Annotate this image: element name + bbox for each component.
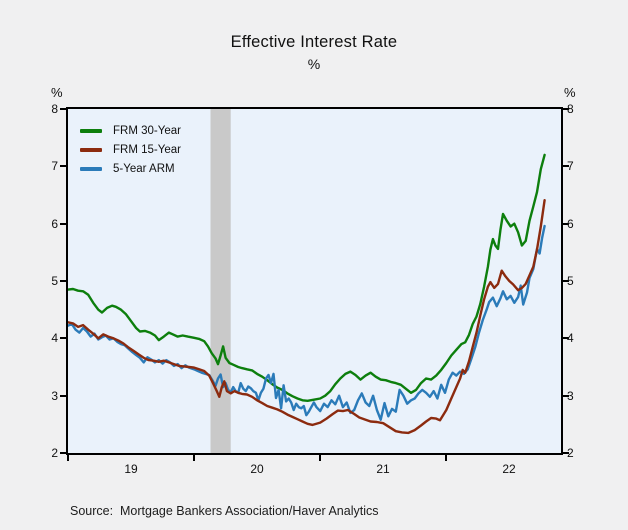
y-tick-right bbox=[563, 165, 569, 168]
y-axis-label-left: 3 bbox=[51, 388, 58, 403]
y-tick-right bbox=[563, 108, 569, 110]
y-tick-right bbox=[563, 337, 569, 340]
y-axis-label-left: 7 bbox=[51, 159, 58, 174]
series-line-frm-15-year bbox=[68, 198, 546, 435]
y-axis-label-right: 2 bbox=[567, 446, 574, 460]
legend-item: FRM 15-Year bbox=[80, 140, 181, 159]
legend: FRM 30-Year FRM 15-Year 5-Year ARM bbox=[80, 121, 181, 178]
y-tick-left bbox=[60, 394, 66, 397]
series-line-frm-30-year bbox=[68, 153, 546, 402]
y-tick-right bbox=[563, 280, 569, 282]
x-tick bbox=[319, 455, 321, 461]
y-tick-right bbox=[563, 394, 569, 397]
y-tick-left bbox=[60, 222, 66, 225]
right-axis-unit-label: % bbox=[564, 85, 576, 100]
y-axis-label-left: 5 bbox=[51, 274, 58, 288]
x-axis-year-label: 22 bbox=[502, 462, 516, 476]
legend-label: 5-Year ARM bbox=[113, 162, 175, 175]
legend-label: FRM 15-Year bbox=[113, 143, 181, 156]
y-axis-label-left: 2 bbox=[51, 446, 58, 460]
legend-item: 5-Year ARM bbox=[80, 159, 181, 178]
legend-line-swatch bbox=[80, 166, 102, 171]
chart-title: Effective Interest Rate bbox=[230, 33, 398, 51]
y-axis-label-left: 6 bbox=[51, 216, 58, 231]
y-axis-label-right: 4 bbox=[567, 331, 574, 346]
left-axis-unit-label: % bbox=[51, 85, 63, 100]
x-tick bbox=[445, 455, 447, 461]
x-axis-year-label: 19 bbox=[124, 462, 138, 476]
x-axis-year-label: 21 bbox=[376, 462, 390, 476]
chart-subtitle: % bbox=[307, 56, 321, 72]
y-tick-left bbox=[60, 452, 66, 454]
y-axis-label-right: 6 bbox=[567, 216, 574, 231]
y-tick-left bbox=[60, 108, 66, 110]
y-axis-label-right: 7 bbox=[567, 159, 574, 174]
y-tick-right bbox=[563, 452, 569, 454]
y-axis-label-left: 4 bbox=[51, 331, 58, 346]
plot-area: FRM 30-Year FRM 15-Year 5-Year ARM bbox=[66, 107, 563, 455]
x-axis-year-label: 20 bbox=[250, 462, 264, 476]
y-tick-right bbox=[563, 222, 569, 225]
y-axis-label-right: 8 bbox=[567, 102, 574, 116]
chart-canvas bbox=[68, 109, 546, 453]
y-tick-left bbox=[60, 165, 66, 168]
y-axis-label-right: 5 bbox=[567, 274, 574, 288]
legend-line-swatch bbox=[80, 128, 102, 133]
recession-band bbox=[210, 109, 231, 453]
legend-line-swatch bbox=[80, 147, 102, 152]
y-axis-label-right: 3 bbox=[567, 388, 574, 403]
y-tick-left bbox=[60, 337, 66, 340]
legend-label: FRM 30-Year bbox=[113, 124, 181, 137]
legend-item: FRM 30-Year bbox=[80, 121, 181, 140]
y-tick-left bbox=[60, 280, 66, 282]
y-axis-label-left: 8 bbox=[51, 102, 58, 116]
x-tick bbox=[193, 455, 195, 461]
x-tick bbox=[67, 455, 69, 461]
source-note: Source: Mortgage Bankers Association/Hav… bbox=[70, 504, 379, 518]
